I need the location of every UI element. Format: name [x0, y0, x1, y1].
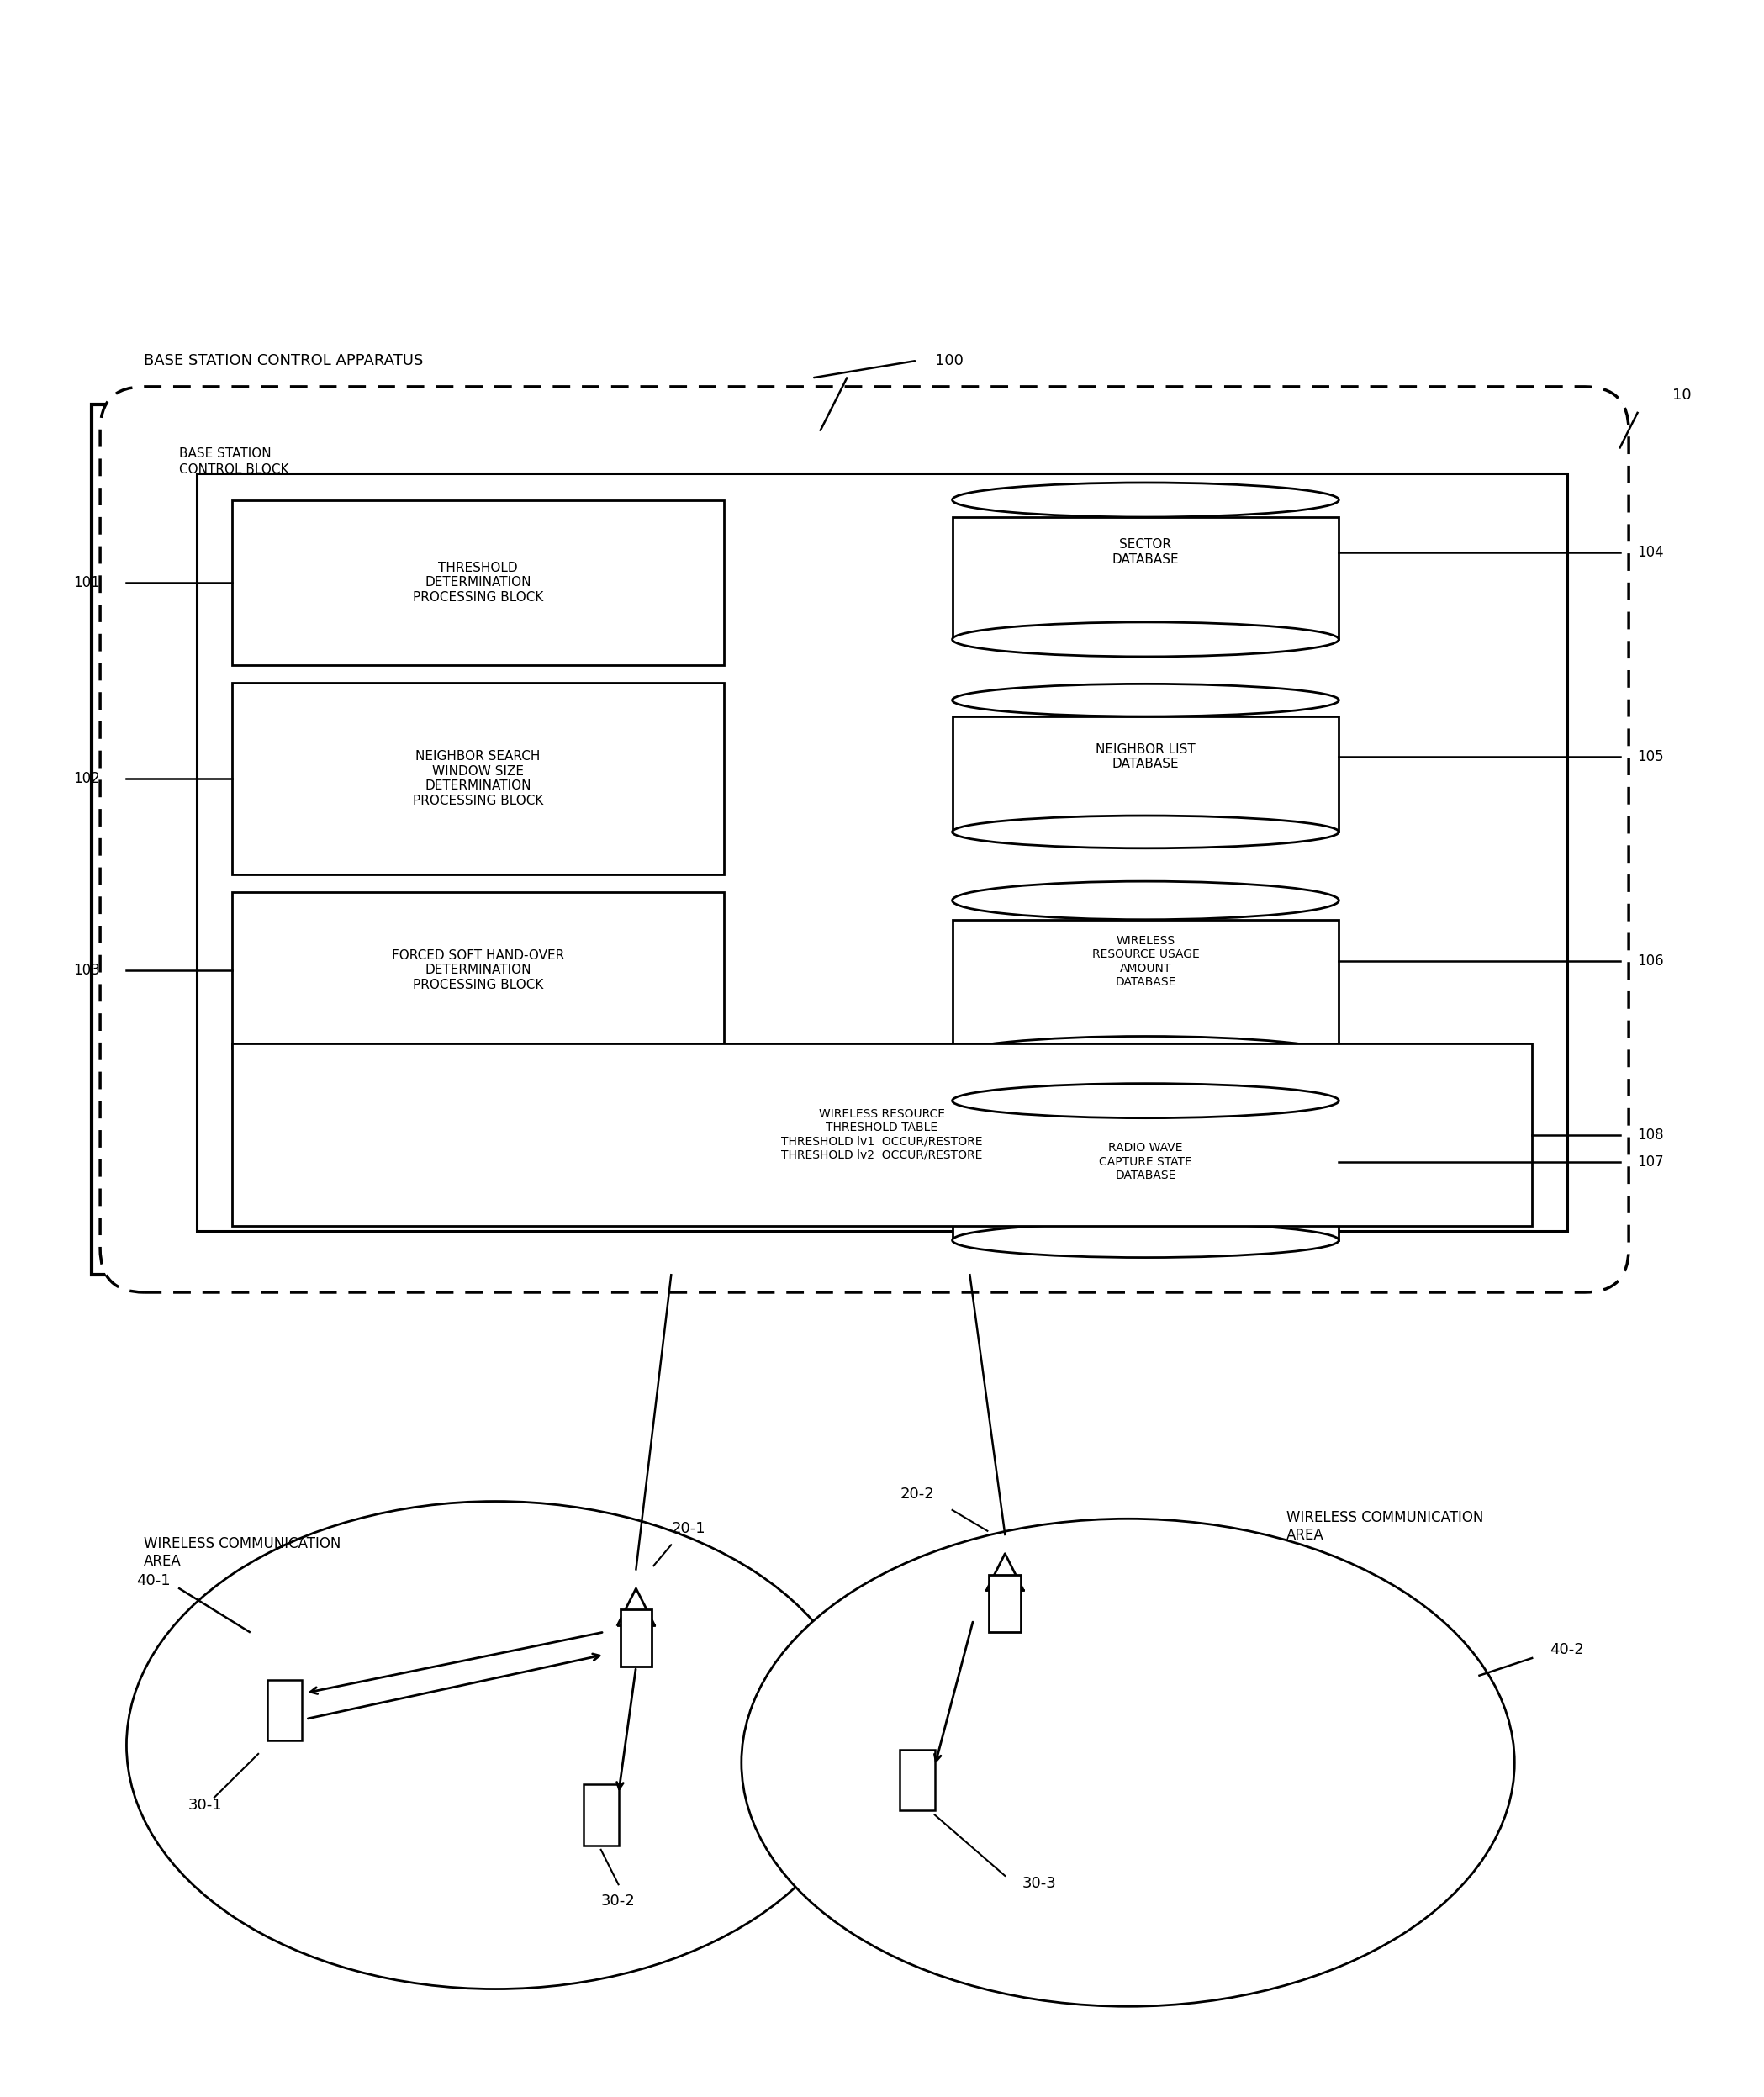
Text: 102: 102 [74, 772, 101, 786]
Ellipse shape [953, 1084, 1339, 1118]
FancyBboxPatch shape [990, 1575, 1021, 1631]
FancyBboxPatch shape [953, 921, 1339, 1055]
Text: WIRELESS COMMUNICATION
AREA: WIRELESS COMMUNICATION AREA [1286, 1510, 1484, 1543]
Text: 30-3: 30-3 [1023, 1877, 1057, 1891]
Ellipse shape [127, 1501, 864, 1988]
Ellipse shape [741, 1518, 1515, 2007]
Text: 100: 100 [935, 352, 963, 369]
FancyBboxPatch shape [584, 1785, 619, 1845]
Text: FORCED SOFT HAND-OVER
DETERMINATION
PROCESSING BLOCK: FORCED SOFT HAND-OVER DETERMINATION PROC… [392, 950, 564, 992]
Text: 106: 106 [1637, 954, 1663, 969]
Ellipse shape [953, 684, 1339, 717]
FancyBboxPatch shape [953, 518, 1339, 640]
Text: NEIGHBOR SEARCH
WINDOW SIZE
DETERMINATION
PROCESSING BLOCK: NEIGHBOR SEARCH WINDOW SIZE DETERMINATIO… [413, 751, 543, 807]
FancyBboxPatch shape [101, 386, 1628, 1292]
Text: 40-2: 40-2 [1549, 1642, 1584, 1657]
Text: WIRELESS COMMUNICATION
AREA: WIRELESS COMMUNICATION AREA [145, 1537, 340, 1569]
Text: 40-1: 40-1 [136, 1573, 171, 1587]
FancyBboxPatch shape [198, 474, 1566, 1231]
FancyBboxPatch shape [621, 1608, 653, 1667]
Text: THRESHOLD
DETERMINATION
PROCESSING BLOCK: THRESHOLD DETERMINATION PROCESSING BLOCK [413, 562, 543, 604]
FancyBboxPatch shape [92, 405, 1619, 1275]
Text: 108: 108 [1637, 1128, 1663, 1143]
Text: WIRELESS
RESOURCE USAGE
AMOUNT
DATABASE: WIRELESS RESOURCE USAGE AMOUNT DATABASE [1092, 935, 1200, 988]
Text: 20-2: 20-2 [900, 1487, 935, 1501]
FancyBboxPatch shape [900, 1749, 935, 1810]
Ellipse shape [953, 1036, 1339, 1074]
Text: 103: 103 [74, 963, 101, 977]
Ellipse shape [953, 623, 1339, 656]
Text: NEIGHBOR LIST
DATABASE: NEIGHBOR LIST DATABASE [1095, 742, 1196, 770]
Ellipse shape [953, 1223, 1339, 1258]
Text: RADIO WAVE
CAPTURE STATE
DATABASE: RADIO WAVE CAPTURE STATE DATABASE [1099, 1143, 1192, 1181]
Ellipse shape [953, 816, 1339, 847]
Text: 30-1: 30-1 [189, 1797, 222, 1812]
Text: WIRELESS RESOURCE
THRESHOLD TABLE
THRESHOLD lv1  OCCUR/RESTORE
THRESHOLD lv2  OC: WIRELESS RESOURCE THRESHOLD TABLE THRESH… [781, 1109, 983, 1162]
Text: 30-2: 30-2 [602, 1894, 635, 1908]
Ellipse shape [953, 881, 1339, 921]
Text: BASE STATION
CONTROL BLOCK: BASE STATION CONTROL BLOCK [180, 447, 289, 476]
Text: 105: 105 [1637, 749, 1663, 763]
FancyBboxPatch shape [231, 1044, 1533, 1227]
FancyBboxPatch shape [231, 499, 723, 665]
FancyBboxPatch shape [953, 1118, 1339, 1239]
FancyBboxPatch shape [231, 891, 723, 1048]
Text: 101: 101 [74, 575, 101, 589]
Text: 104: 104 [1637, 545, 1663, 560]
FancyBboxPatch shape [953, 717, 1339, 833]
Text: SECTOR
DATABASE: SECTOR DATABASE [1111, 539, 1178, 566]
FancyBboxPatch shape [231, 684, 723, 874]
Ellipse shape [953, 482, 1339, 518]
Text: 10: 10 [1672, 388, 1692, 403]
Text: 20-1: 20-1 [670, 1520, 706, 1537]
Text: BASE STATION CONTROL APPARATUS: BASE STATION CONTROL APPARATUS [145, 352, 423, 369]
Text: 107: 107 [1637, 1153, 1663, 1170]
FancyBboxPatch shape [266, 1680, 302, 1741]
